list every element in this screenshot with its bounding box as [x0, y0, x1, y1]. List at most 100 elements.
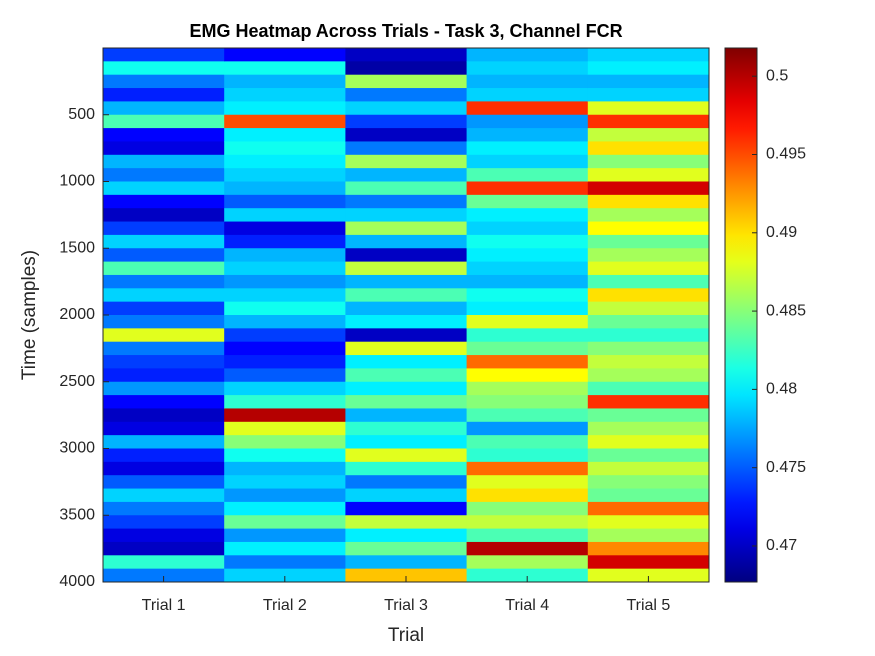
heat-cell — [345, 568, 468, 583]
heat-cell — [224, 315, 346, 329]
heat-cell — [587, 114, 710, 129]
heat-cell — [103, 528, 225, 543]
heat-cell — [103, 475, 225, 490]
heat-cell — [224, 568, 346, 583]
x-tick-label: Trial 3 — [384, 597, 428, 614]
heat-cell — [224, 221, 346, 236]
heat-cell — [345, 234, 468, 249]
heat-cell — [345, 128, 468, 142]
heat-cell — [345, 421, 468, 436]
heat-cell — [466, 74, 589, 89]
heat-cell — [224, 194, 346, 209]
heat-cell — [587, 448, 710, 463]
heat-cell — [224, 274, 346, 289]
heat-cell — [224, 475, 346, 490]
heat-cell — [345, 515, 468, 530]
heat-cell — [587, 408, 710, 423]
y-tick-label: 3000 — [59, 440, 95, 457]
y-tick-label: 4000 — [59, 573, 95, 590]
heat-cell — [345, 61, 468, 76]
heat-cell — [345, 448, 468, 463]
heat-cell — [466, 301, 589, 316]
heat-cell — [103, 408, 225, 423]
heat-cell — [224, 141, 346, 156]
heat-cell — [224, 74, 346, 89]
heat-cell — [345, 248, 468, 263]
heat-cell — [466, 221, 589, 236]
heat-cell — [345, 328, 468, 343]
heat-cell — [466, 168, 589, 182]
heat-cell — [224, 301, 346, 316]
heat-cell — [224, 168, 346, 182]
heat-cell — [466, 448, 589, 463]
heat-cell — [587, 128, 710, 142]
heat-cell — [224, 88, 346, 102]
heat-cell — [224, 501, 346, 516]
heat-cell — [587, 515, 710, 530]
heat-cell — [103, 288, 225, 303]
heat-cell — [345, 555, 468, 570]
heat-cell — [587, 568, 710, 583]
heat-cell — [103, 381, 225, 396]
heat-cell — [587, 395, 710, 409]
heat-cell — [587, 421, 710, 436]
heat-cell — [345, 194, 468, 209]
heat-cell — [103, 128, 225, 142]
heat-cell — [345, 501, 468, 516]
heat-cell — [466, 48, 589, 62]
heat-cell — [466, 61, 589, 76]
heat-cell — [103, 355, 225, 369]
heat-cell — [345, 341, 468, 356]
heat-cell — [103, 88, 225, 102]
heat-cell — [345, 408, 468, 423]
heat-cell — [345, 88, 468, 102]
heat-cell — [103, 501, 225, 516]
heat-cell — [345, 221, 468, 236]
heat-cell — [103, 221, 225, 236]
heat-cell — [224, 181, 346, 196]
heat-cell — [466, 515, 589, 530]
heat-cell — [224, 101, 346, 116]
heat-cell — [466, 501, 589, 516]
y-tick-label: 2500 — [59, 373, 95, 390]
heat-cell — [345, 168, 468, 182]
heat-cell — [224, 208, 346, 223]
heat-cell — [345, 154, 468, 169]
heat-cell — [103, 421, 225, 436]
heat-cell — [345, 475, 468, 490]
heat-cell — [587, 341, 710, 356]
heat-cell — [103, 515, 225, 530]
heat-cell — [587, 368, 710, 383]
heat-cell — [466, 341, 589, 356]
heat-cell — [345, 541, 468, 556]
heat-cell — [466, 128, 589, 142]
heat-cell — [587, 61, 710, 76]
heat-cell — [587, 261, 710, 276]
heat-cell — [587, 141, 710, 156]
heat-cell — [224, 435, 346, 449]
heat-cell — [587, 501, 710, 516]
heat-cell — [103, 435, 225, 449]
heat-cell — [224, 488, 346, 503]
heat-cell — [466, 261, 589, 276]
heat-cell — [345, 181, 468, 196]
colorbar-tick-label: 0.49 — [766, 224, 797, 241]
heat-cell — [345, 48, 468, 62]
heat-cell — [587, 88, 710, 102]
colorbar-tick-label: 0.495 — [766, 146, 806, 163]
heat-cell — [466, 435, 589, 449]
heat-cell — [103, 448, 225, 463]
heat-cell — [587, 221, 710, 236]
heat-cell — [224, 341, 346, 356]
heat-cell — [587, 541, 710, 556]
heat-cell — [224, 368, 346, 383]
x-tick-label: Trial 5 — [626, 597, 670, 614]
heat-cell — [345, 355, 468, 369]
heat-cell — [103, 261, 225, 276]
heat-cell — [587, 301, 710, 316]
heat-cell — [345, 315, 468, 329]
heat-cell — [103, 194, 225, 209]
heat-cell — [587, 248, 710, 263]
heat-cell — [103, 568, 225, 583]
